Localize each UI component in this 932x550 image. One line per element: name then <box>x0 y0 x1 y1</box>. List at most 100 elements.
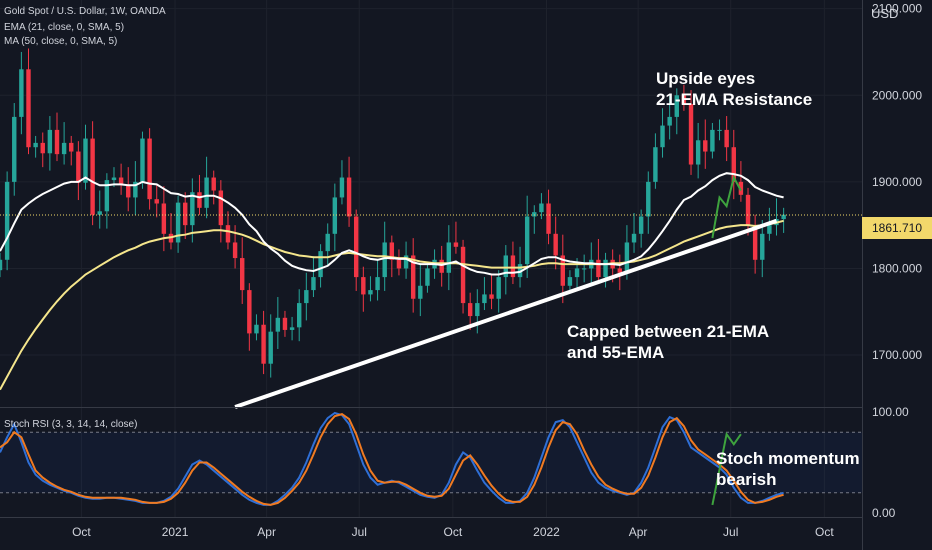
candle <box>154 185 159 218</box>
candle <box>532 205 537 234</box>
capped-annotation-line-2: and 55-EMA <box>567 343 665 362</box>
stoch-tick-label: 100.00 <box>872 405 909 419</box>
price-projection-arrow <box>711 174 742 239</box>
candle <box>296 289 302 342</box>
candle <box>76 141 81 201</box>
candle <box>745 187 751 236</box>
candle <box>496 270 501 313</box>
candle <box>339 160 345 205</box>
candle <box>40 132 45 168</box>
price-tick-label: 1900.000 <box>872 175 922 189</box>
candle <box>147 128 152 210</box>
price-tick-label: 1800.000 <box>872 261 922 275</box>
stoch-axis-ticks: 0.00 100.00 <box>872 405 909 520</box>
upside-annotation-line-2: 21-EMA Resistance <box>656 90 813 109</box>
candle <box>133 161 138 215</box>
candle <box>54 112 60 162</box>
price-tick-label: 1700.000 <box>872 348 922 362</box>
candle <box>311 256 316 298</box>
candle <box>118 163 124 195</box>
candle <box>218 180 224 243</box>
candle <box>674 88 679 135</box>
candle <box>318 244 323 288</box>
candle <box>475 289 480 334</box>
candle <box>731 129 736 200</box>
stoch-tick-label: 0.00 <box>872 506 896 520</box>
candle <box>703 119 708 169</box>
candle <box>688 90 694 175</box>
candle <box>368 276 373 302</box>
candle <box>489 273 494 310</box>
candle <box>332 183 338 252</box>
candle <box>33 135 38 158</box>
candle <box>282 310 288 337</box>
candle <box>760 219 765 278</box>
candle <box>752 214 758 274</box>
last-price-label[interactable]: 1861.710 <box>862 217 932 239</box>
candle <box>710 122 715 159</box>
candle <box>12 103 17 196</box>
candle <box>403 241 409 279</box>
candle <box>396 249 402 276</box>
stoch-legend: Stoch RSI (3, 3, 14, 14, close) <box>4 419 138 430</box>
candle <box>275 297 281 349</box>
candle <box>204 156 209 219</box>
candle <box>126 167 131 212</box>
candle <box>361 266 366 312</box>
time-axis-ticks: Oct 2021 Apr Jul Oct 2022 Apr Jul Oct <box>72 525 834 539</box>
stoch-rsi-plot <box>0 411 862 506</box>
candle <box>197 174 202 215</box>
time-tick-label: Apr <box>629 525 648 539</box>
candle <box>482 277 487 311</box>
candle <box>453 221 459 254</box>
candle <box>346 156 352 227</box>
candle <box>560 234 566 304</box>
time-tick-label: Oct <box>72 525 91 539</box>
candle <box>660 108 665 158</box>
price-tick-label: 2000.000 <box>872 88 922 102</box>
ma-legend: MA (50, close, 0, SMA, 5) <box>4 36 118 47</box>
upside-annotation-line-1: Upside eyes <box>656 69 756 88</box>
candle <box>631 213 637 253</box>
candle <box>69 135 74 166</box>
candle <box>289 316 295 341</box>
candle <box>567 270 573 293</box>
candle <box>724 116 729 162</box>
candle <box>90 121 95 226</box>
ema-21-line <box>0 172 784 276</box>
candle <box>667 96 672 140</box>
candle <box>247 283 252 351</box>
candle <box>460 239 466 314</box>
price-plot <box>0 48 862 409</box>
candle <box>61 122 67 165</box>
capped-annotation-line-1: Capped between 21-EMA <box>567 322 770 341</box>
candle <box>425 261 430 293</box>
price-axis-unit: USD <box>871 6 899 21</box>
candle <box>617 254 622 291</box>
candle <box>553 216 558 270</box>
price-tick-label: 2100.000 <box>872 2 922 16</box>
candle <box>524 195 530 278</box>
candle <box>240 237 245 304</box>
support-trendline <box>234 218 778 409</box>
candle <box>446 225 452 291</box>
candle <box>183 192 188 240</box>
candle <box>418 264 423 317</box>
stoch-annotation-line-1: Stoch momentum <box>716 449 860 468</box>
time-tick-label: Jul <box>352 525 367 539</box>
candle <box>738 161 744 202</box>
candle <box>467 292 473 330</box>
time-tick-label: 2022 <box>533 525 560 539</box>
time-tick-label: Jul <box>723 525 738 539</box>
time-tick-label: 2021 <box>162 525 189 539</box>
candle <box>653 133 658 189</box>
candle <box>510 241 516 285</box>
candle <box>646 171 651 234</box>
symbol-legend: Gold Spot / U.S. Dollar, 1W, OANDA <box>4 6 166 17</box>
candle <box>161 186 167 252</box>
time-tick-label: Oct <box>444 525 463 539</box>
candle <box>581 254 587 283</box>
candle <box>26 48 31 155</box>
candle <box>140 131 145 189</box>
candle <box>83 124 88 190</box>
